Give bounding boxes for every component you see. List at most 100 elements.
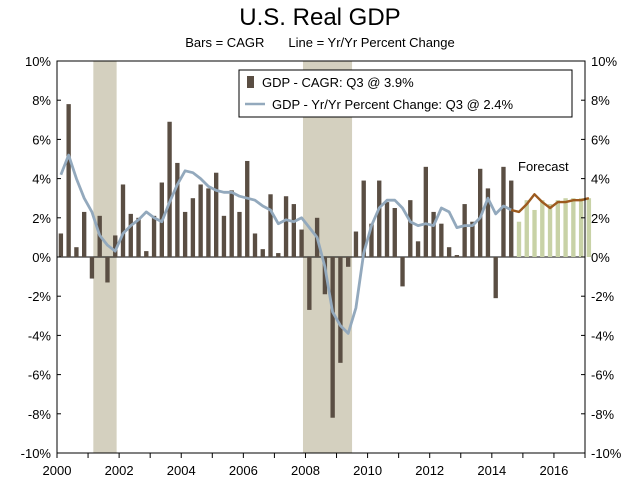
bar-7 <box>105 257 110 283</box>
bar-25 <box>245 160 250 257</box>
bar-18 <box>190 198 196 257</box>
legend-box <box>238 69 573 118</box>
bar-30 <box>283 196 289 257</box>
x-tick-label: 2000 <box>43 463 72 478</box>
y-tick-right-label: -8% <box>591 407 615 422</box>
forecast-bar-2 <box>524 200 529 257</box>
bar-52 <box>454 255 460 257</box>
forecast-bar-10 <box>586 198 592 257</box>
chart-title: U.S. Real GDP <box>239 4 401 31</box>
bar-15 <box>167 121 172 257</box>
y-tick-left-label: -10% <box>21 446 52 461</box>
y-tick-right-label: 2% <box>591 211 610 226</box>
bar-56 <box>485 188 491 257</box>
bar-39 <box>353 231 359 257</box>
x-tick-label: 2010 <box>353 463 382 478</box>
x-tick-label: 2006 <box>229 463 258 478</box>
y-tick-left-label: -2% <box>28 289 52 304</box>
bar-53 <box>462 204 467 257</box>
y-tick-left-label: 0% <box>32 250 51 265</box>
legend-bar-swatch <box>247 76 254 88</box>
bar-11 <box>136 217 141 257</box>
bar-28 <box>268 194 273 257</box>
x-tick-label: 2008 <box>291 463 320 478</box>
yoy-line <box>59 153 512 335</box>
bar-16 <box>175 162 180 257</box>
x-tick-label: 2014 <box>477 463 506 478</box>
y-tick-right-label: 10% <box>591 54 617 69</box>
y-tick-left-label: 6% <box>32 132 51 147</box>
forecast-annotation: Forecast <box>518 159 569 174</box>
bar-55 <box>478 168 483 257</box>
bar-37 <box>338 257 343 363</box>
bar-13 <box>151 215 157 257</box>
y-tick-left-label: 2% <box>32 211 51 226</box>
subtitle-line: Line = Yr/Yr Percent Change <box>288 35 455 50</box>
y-tick-right-label: -6% <box>591 368 615 383</box>
bar-27 <box>260 249 265 257</box>
y-tick-left-label: 10% <box>25 54 51 69</box>
x-tick-label: 2002 <box>105 463 134 478</box>
bar-47 <box>415 241 421 257</box>
bar-41 <box>369 223 374 257</box>
bar-4 <box>82 211 87 257</box>
forecast-bar-9 <box>578 198 584 257</box>
bar-44 <box>392 208 397 257</box>
bar-23 <box>229 190 234 257</box>
axis-layer: 10% 10% 8% 8% 6% 6% 4% 4% 2% 2% 0% 0% -2% -2% -4% -4% -6… <box>21 54 622 478</box>
bar-3 <box>74 247 79 257</box>
forecast-bar-1 <box>516 221 522 257</box>
y-tick-left-label: 4% <box>32 172 51 187</box>
bar-36 <box>330 257 335 418</box>
y-tick-right-label: 8% <box>591 93 610 108</box>
bar-51 <box>446 247 452 257</box>
y-tick-right-label: 0% <box>591 250 610 265</box>
lines-layer <box>59 153 590 335</box>
forecast-bar-8 <box>571 198 576 257</box>
forecast-bar-3 <box>532 209 537 257</box>
bar-46 <box>408 200 413 257</box>
bar-49 <box>431 211 436 257</box>
y-tick-right-label: -10% <box>591 446 622 461</box>
bar-12 <box>144 251 149 257</box>
forecast-bar-6 <box>555 200 560 257</box>
legend-item-line: GDP - Yr/Yr Percent Change: Q3 @ 2.4% <box>272 97 513 112</box>
bar-33 <box>307 257 312 310</box>
subtitle-bars: Bars = CAGR <box>185 35 265 50</box>
x-tick-label: 2004 <box>167 463 196 478</box>
y-tick-right-label: -4% <box>591 328 615 343</box>
forecast-bar-7 <box>563 198 568 257</box>
y-tick-right-label: -2% <box>591 289 615 304</box>
y-tick-left-label: -6% <box>28 368 52 383</box>
yoy-forecast-line <box>510 193 590 214</box>
bar-29 <box>276 253 281 257</box>
bar-42 <box>377 180 382 257</box>
bar-10 <box>128 213 133 257</box>
y-tick-right-label: 4% <box>591 172 610 187</box>
bar-26 <box>252 233 258 257</box>
y-tick-left-label: -4% <box>28 328 52 343</box>
bar-45 <box>400 257 405 287</box>
bar-19 <box>198 184 203 257</box>
bar-57 <box>493 257 498 299</box>
bar-24 <box>237 211 242 257</box>
bar-32 <box>299 229 304 257</box>
bar-43 <box>384 202 390 257</box>
bar-48 <box>423 166 428 257</box>
bar-2 <box>66 104 71 258</box>
bar-9 <box>120 184 126 257</box>
bar-1 <box>58 233 64 257</box>
x-tick-label: 2012 <box>415 463 444 478</box>
bar-54 <box>470 221 475 257</box>
bar-40 <box>361 180 366 257</box>
bar-59 <box>509 180 514 257</box>
bar-17 <box>182 211 188 257</box>
bar-21 <box>214 172 219 257</box>
y-tick-right-label: 6% <box>591 132 610 147</box>
x-tick-label: 2016 <box>539 463 568 478</box>
y-tick-left-label: -8% <box>28 407 52 422</box>
legend: GDP - CAGR: Q3 @ 3.9% GDP - Yr/Yr Percen… <box>238 69 573 118</box>
bar-50 <box>439 223 444 257</box>
bar-5 <box>89 257 95 279</box>
